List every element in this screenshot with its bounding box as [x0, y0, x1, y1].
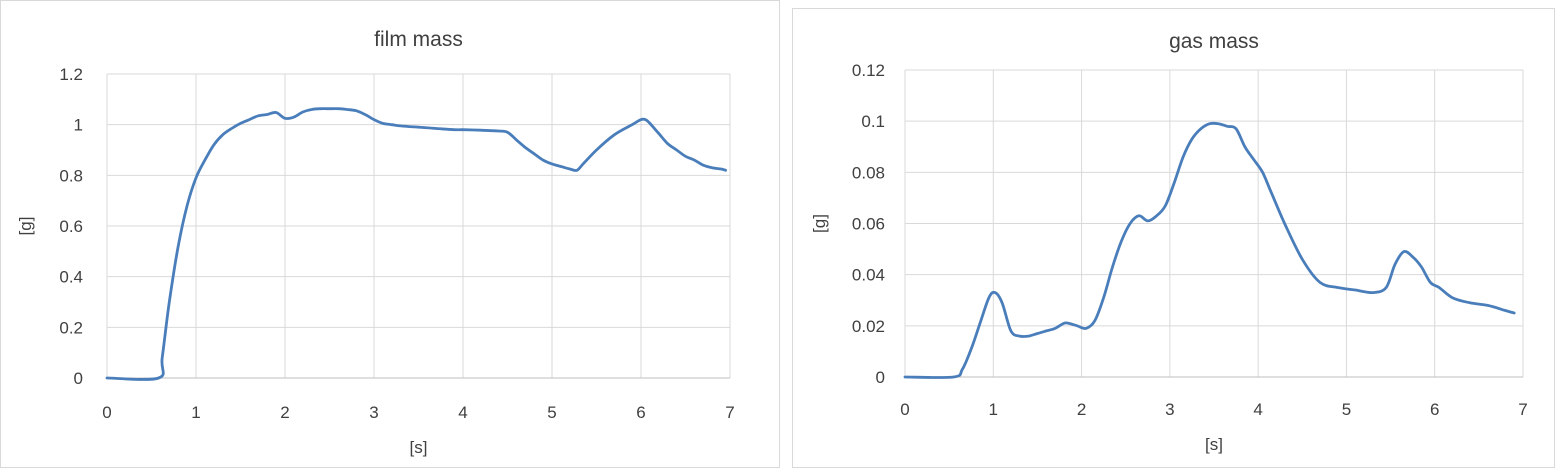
- x-tick-label: 3: [369, 403, 378, 422]
- x-tick-label: 4: [458, 403, 467, 422]
- gas-mass-chart: gas mass 0 1 2 3 4 5 6 7 0 0.02 0.04 0.06 0.08 0.1 0.12…: [810, 30, 1528, 454]
- y-tick-label: 0: [876, 368, 885, 387]
- x-tick-label: 5: [1342, 400, 1351, 419]
- x-tick-label: 0: [102, 403, 111, 422]
- gridlines: [106, 73, 731, 379]
- y-tick-label: 1: [74, 116, 83, 135]
- y-tick-label: 0.8: [59, 166, 83, 185]
- y-tick-label: 0.6: [59, 217, 83, 236]
- y-tick-label: 0.02: [852, 317, 885, 336]
- x-tick-label: 6: [1430, 400, 1439, 419]
- y-tick-label: 0.4: [59, 268, 83, 287]
- x-tick-label: 1: [989, 400, 998, 419]
- y-tick-label: 0: [74, 369, 83, 388]
- x-tick-label: 0: [900, 400, 909, 419]
- x-tick-label: 5: [547, 403, 556, 422]
- series-line: [105, 107, 727, 381]
- x-tick-label: 3: [1165, 400, 1174, 419]
- x-tick-label: 7: [725, 403, 734, 422]
- x-tick-label: 6: [636, 403, 645, 422]
- x-tick-label: 7: [1518, 400, 1527, 419]
- y-tick-label: 0.08: [852, 163, 885, 182]
- x-axis-label: [s]: [1205, 435, 1223, 454]
- chart-title: gas mass: [1169, 30, 1259, 53]
- y-tick-label: 0.04: [852, 266, 885, 285]
- chart-title: film mass: [374, 28, 463, 51]
- y-axis-label: [g]: [16, 217, 35, 236]
- x-tick-label: 4: [1253, 400, 1262, 419]
- series-line: [903, 121, 1516, 379]
- y-tick-label: 0.12: [852, 61, 885, 80]
- x-tick-label: 2: [280, 403, 289, 422]
- y-tick-label: 0.2: [59, 318, 83, 337]
- y-tick-label: 0.06: [852, 215, 885, 234]
- film-mass-chart-panel: film mass 0 1 2 3 4 5 6 7 0 0.2 0.4 0.6 0.8 1 1.2 [s] [g]: [0, 0, 780, 468]
- y-tick-label: 1.2: [59, 65, 83, 84]
- y-tick-label: 0.1: [861, 112, 885, 131]
- x-tick-label: 1: [191, 403, 200, 422]
- gridlines: [904, 69, 1524, 378]
- gas-mass-chart-panel: gas mass 0 1 2 3 4 5 6 7 0 0.02 0.04 0.06 0.08 0.1 0.12…: [792, 8, 1555, 468]
- y-axis-label: [g]: [810, 214, 829, 233]
- x-axis-label: [s]: [410, 438, 428, 457]
- film-mass-chart: film mass 0 1 2 3 4 5 6 7 0 0.2 0.4 0.6 0.8 1 1.2 [s] [g]: [16, 28, 735, 457]
- x-tick-label: 2: [1077, 400, 1086, 419]
